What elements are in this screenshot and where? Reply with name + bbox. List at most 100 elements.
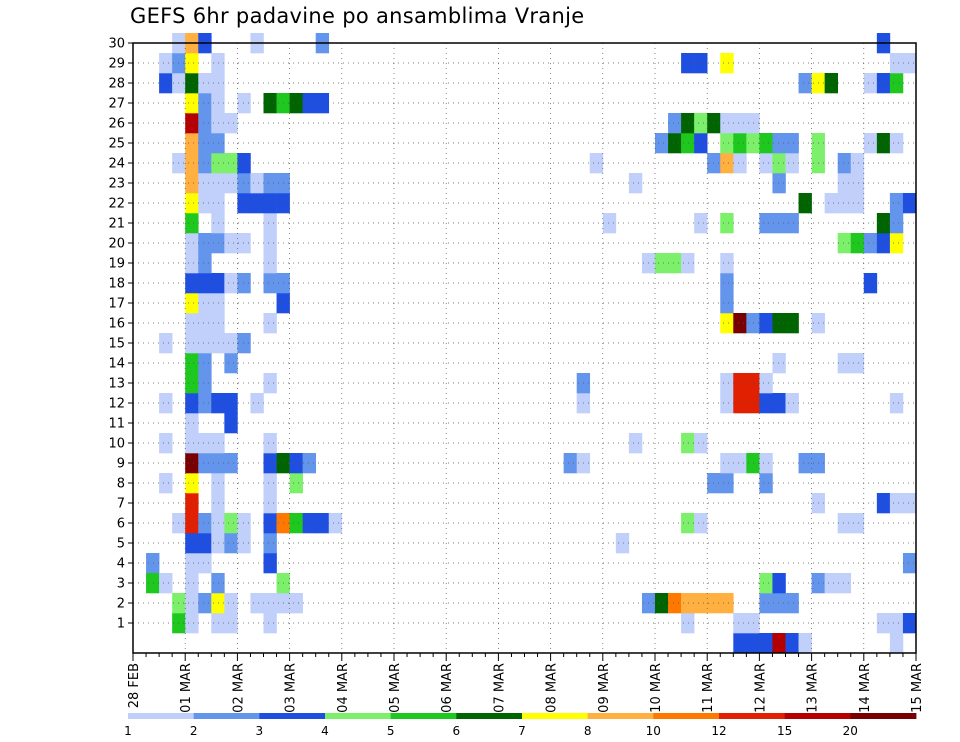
heatmap-cell [733,313,747,334]
heatmap-cell [198,353,212,374]
heatmap-cell [263,593,277,614]
colorbar-swatch [784,713,851,719]
heatmap-cell [263,433,277,454]
heatmap-cell [302,453,316,474]
heatmap-cell [263,533,277,554]
heatmap-cell [694,593,708,614]
heatmap-cell [263,233,277,254]
y-tick-label: 3 [117,577,125,592]
x-tick-label: 11 MAR [701,663,716,713]
colorbar-label: 7 [518,724,526,738]
heatmap-cell [185,233,199,254]
heatmap-cell [759,313,773,334]
heatmap-cell [902,53,917,74]
x-tick-label: 14 MAR [858,663,873,713]
heatmap-cell [772,393,786,414]
heatmap-cell [211,453,225,474]
colorbar-swatch [850,713,917,719]
heatmap-cell [250,173,264,194]
heatmap-cell [785,153,799,174]
heatmap-cell [889,73,904,94]
heatmap-cell [159,73,173,94]
x-tick-label: 06 MAR [440,663,455,713]
y-tick-label: 9 [117,457,125,472]
heatmap-cell [850,193,865,214]
heatmap-cell [602,213,617,234]
heatmap-cell [720,453,734,474]
heatmap-cell [198,273,212,294]
heatmap-cell [772,633,786,654]
y-axis: 1234567891011121314151617181920212223242… [108,37,133,632]
heatmap-cell [772,353,786,374]
y-tick-label: 17 [108,297,125,312]
heatmap-cell [889,633,904,654]
x-tick-label: 08 MAR [545,663,560,713]
heatmap-cell [837,513,852,534]
colorbar-swatch [325,713,392,719]
heatmap-cell [263,193,277,214]
colorbar-label: 10 [646,724,661,738]
heatmap-cell [185,413,199,434]
heatmap-cell [237,153,251,174]
heatmap-cell [289,473,303,494]
heatmap-cell [837,173,852,194]
heatmap-cell [237,93,251,114]
heatmap-cell [211,113,225,134]
y-tick-label: 4 [117,557,125,572]
heatmap-cell [211,593,225,614]
heatmap-cell [798,193,812,214]
heatmap-cell [824,73,838,94]
heatmap-cell [785,313,799,334]
heatmap-cell [185,133,199,154]
heatmap-cell [720,313,734,334]
heatmap-cell [889,613,904,634]
y-tick-label: 27 [108,97,125,112]
heatmap-cell [224,173,238,194]
y-tick-label: 10 [108,437,125,452]
heatmap-cell [224,413,238,434]
heatmap-cell [733,393,747,414]
heatmap-cell [185,293,199,314]
heatmap-cell [146,573,160,594]
heatmap-cell [628,433,643,454]
heatmap-cell [850,173,865,194]
heatmap-cell [681,113,695,134]
y-tick-label: 18 [108,277,125,292]
heatmap-cell [211,233,225,254]
heatmap-cell [159,333,173,354]
heatmap-cell [263,473,277,494]
heatmap-cell [185,313,199,334]
x-tick-label: 04 MAR [336,663,351,713]
colorbar-label: 2 [190,724,198,738]
heatmap-cell [824,573,838,594]
heatmap-cell [694,133,708,154]
heatmap-cell [250,193,264,214]
heatmap-cell [655,593,669,614]
heatmap-cell [837,153,852,174]
heatmap-cell [759,573,773,594]
heatmap-cell [772,133,786,154]
heatmap-cell [211,213,225,234]
heatmap-cell [185,173,199,194]
heatmap-cell [224,233,238,254]
x-axis: 28 FEB 01 MAR 02 MAR 03 MAR 04 MAR 05 MAR 06 M… [127,653,925,713]
y-tick-label: 29 [108,57,125,72]
heatmap-cell [211,193,225,214]
heatmap-cell [694,213,708,234]
heatmap-cell [198,393,212,414]
heatmap-cell [185,393,199,414]
heatmap-cell [850,513,865,534]
heatmap-cell [263,173,277,194]
heatmap-cell [798,633,812,654]
heatmap-cell [263,93,277,114]
x-tick-label: 01 MAR [179,663,194,713]
heatmap-cell [733,453,747,474]
heatmap-cell [211,333,225,354]
x-tick-label: 12 MAR [753,663,768,713]
heatmap-cell [863,273,878,294]
heatmap-cell [185,73,199,94]
colorbar-swatch [522,713,589,719]
heatmap-cell [185,53,199,74]
heatmap-cell [733,373,747,394]
heatmap-cell [759,473,773,494]
